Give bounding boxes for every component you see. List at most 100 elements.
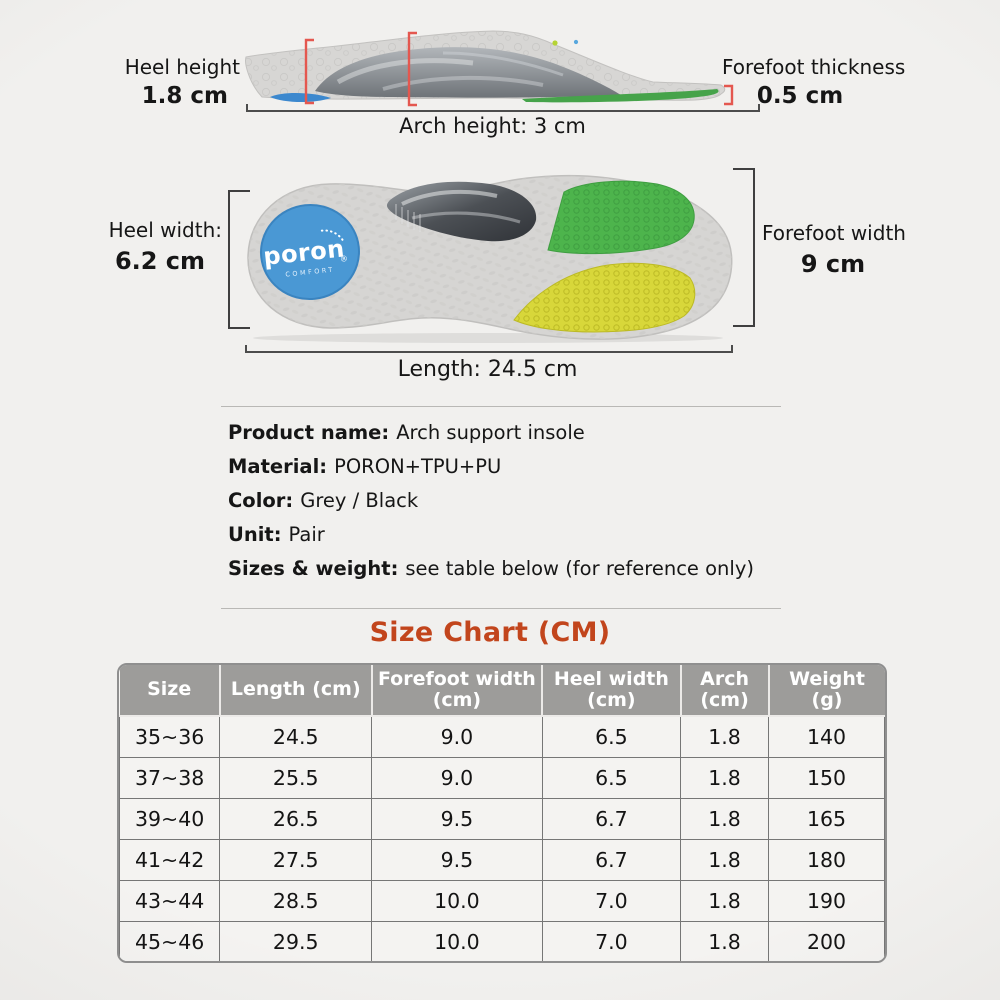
size-table: Size Length (cm) Forefoot width (cm) Heel w… [119, 665, 885, 961]
table-cell: 29.5 [219, 920, 373, 961]
table-cell: 41~42 [119, 838, 221, 881]
table-cell: 10.0 [371, 920, 543, 961]
table-cell: 37~38 [119, 756, 221, 799]
header-cell: Length (cm) [219, 665, 373, 717]
table-cell: 1.8 [680, 797, 770, 840]
table-cell: 150 [768, 756, 885, 799]
table-cell: 6.7 [541, 838, 682, 881]
table-cell: 180 [768, 838, 885, 881]
detail-row: Material: PORON+TPU+PU [228, 455, 501, 478]
table-cell: 1.8 [680, 879, 770, 922]
detail-row: Unit: Pair [228, 523, 325, 546]
heel-width-label: Heel width: [108, 218, 222, 242]
size-table-header-row: Size Length (cm) Forefoot width (cm) Heel w… [119, 665, 885, 717]
table-cell: 28.5 [219, 879, 373, 922]
table-cell: 35~36 [119, 715, 221, 758]
forefoot-width-label: Forefoot width [762, 221, 906, 245]
table-cell: 1.8 [680, 715, 770, 758]
detail-label: Color: [228, 489, 294, 512]
table-cell: 39~40 [119, 797, 221, 840]
detail-value: Pair [288, 523, 325, 546]
table-cell: 6.7 [541, 797, 682, 840]
divider-top [221, 406, 781, 407]
detail-label: Material: [228, 455, 328, 478]
header-cell: Heel width (cm) [542, 665, 682, 717]
forefoot-thickness-bracket [724, 84, 734, 106]
marble-streak [401, 189, 498, 206]
length-caption: Length: 24.5 cm [397, 357, 578, 382]
table-row: 37~38 25.5 9.0 6.5 1.8 150 [119, 756, 885, 799]
logo-reg-mark: ® [339, 254, 348, 264]
table-cell: 6.5 [541, 715, 682, 758]
marble-streak [382, 75, 544, 91]
table-row: 35~36 24.5 9.0 6.5 1.8 140 [119, 715, 885, 758]
poron-logo: poron ® COMFORT [260, 203, 360, 301]
detail-value: PORON+TPU+PU [334, 455, 502, 478]
header-cell: Forefoot width (cm) [371, 665, 544, 717]
length-measure-line [245, 345, 733, 353]
detail-label: Sizes & weight: [228, 557, 399, 580]
heel-width-value: 6.2 cm [114, 247, 206, 275]
heel-height-label: Heel height [124, 55, 240, 79]
side-arch-core [315, 47, 621, 98]
detail-value: see table below (for reference only) [405, 557, 754, 580]
table-cell: 9.0 [371, 756, 543, 799]
table-cell: 7.0 [541, 920, 682, 961]
table-cell: 45~46 [119, 920, 221, 961]
header-cell: Size [119, 665, 221, 717]
speck-green [552, 40, 558, 46]
marble-streak [442, 51, 564, 77]
table-row: 45~46 29.5 10.0 7.0 1.8 200 [119, 920, 885, 961]
table-cell: 9.5 [371, 797, 543, 840]
detail-label: Unit: [228, 523, 282, 546]
table-cell: 1.8 [680, 838, 770, 881]
green-pad-texture [548, 181, 695, 254]
table-cell: 25.5 [219, 756, 373, 799]
detail-label: Product name: [228, 421, 390, 444]
side-baseline-measure-line [246, 104, 760, 112]
table-cell: 43~44 [119, 879, 221, 922]
table-cell: 190 [768, 879, 885, 922]
marble-streak [336, 58, 474, 85]
table-cell: 9.0 [371, 715, 543, 758]
header-cell: Weight (g) [768, 665, 885, 717]
table-cell: 24.5 [219, 715, 373, 758]
detail-value: Grey / Black [300, 489, 419, 512]
detail-row: Sizes & weight: see table below (for refe… [228, 557, 754, 580]
detail-row: Product name: Arch support insole [228, 421, 585, 444]
forefoot-thickness-value: 0.5 cm [756, 83, 844, 109]
detail-row: Color: Grey / Black [228, 489, 418, 512]
side-heel-gel [270, 92, 331, 103]
marble-ribs [395, 204, 421, 232]
size-chart-title: Size Chart (CM) [369, 617, 611, 648]
table-cell: 7.0 [541, 879, 682, 922]
table-row: 39~40 26.5 9.5 6.7 1.8 165 [119, 797, 885, 840]
table-cell: 1.8 [680, 920, 770, 961]
table-row: 41~42 27.5 9.5 6.7 1.8 180 [119, 838, 885, 881]
speck-blue [573, 39, 579, 45]
table-cell: 26.5 [219, 797, 373, 840]
forefoot-thickness-label: Forefoot thickness [722, 55, 906, 79]
forefoot-width-value: 9 cm [800, 250, 866, 278]
heel-width-bracket [228, 190, 250, 329]
size-chart-table-container: Size Length (cm) Forefoot width (cm) Heel w… [117, 663, 887, 963]
heel-height-value: 1.8 cm [141, 83, 228, 109]
table-cell: 27.5 [219, 838, 373, 881]
yellow-pad-texture [514, 263, 695, 332]
size-table-body: 35~36 24.5 9.0 6.5 1.8 140 37~38 25.5 9.0 6.5 1.8 1… [119, 715, 885, 961]
heel-height-bracket [304, 38, 314, 105]
side-sole-green [522, 89, 719, 103]
table-cell: 10.0 [371, 879, 543, 922]
table-cell: 140 [768, 715, 885, 758]
table-cell: 165 [768, 797, 885, 840]
insole-bottom-view-illustration: poron ® COMFORT [247, 174, 733, 343]
table-cell: 9.5 [371, 838, 543, 881]
detail-value: Arch support insole [396, 421, 585, 444]
table-row: 43~44 28.5 10.0 7.0 1.8 190 [119, 879, 885, 922]
logo-ray-arc [320, 229, 344, 242]
arch-height-caption: Arch height: 3 cm [399, 114, 586, 138]
arch-height-bracket [407, 31, 417, 107]
header-cell: Arch (cm) [680, 665, 770, 717]
table-cell: 200 [768, 920, 885, 961]
forefoot-width-bracket [733, 168, 755, 327]
